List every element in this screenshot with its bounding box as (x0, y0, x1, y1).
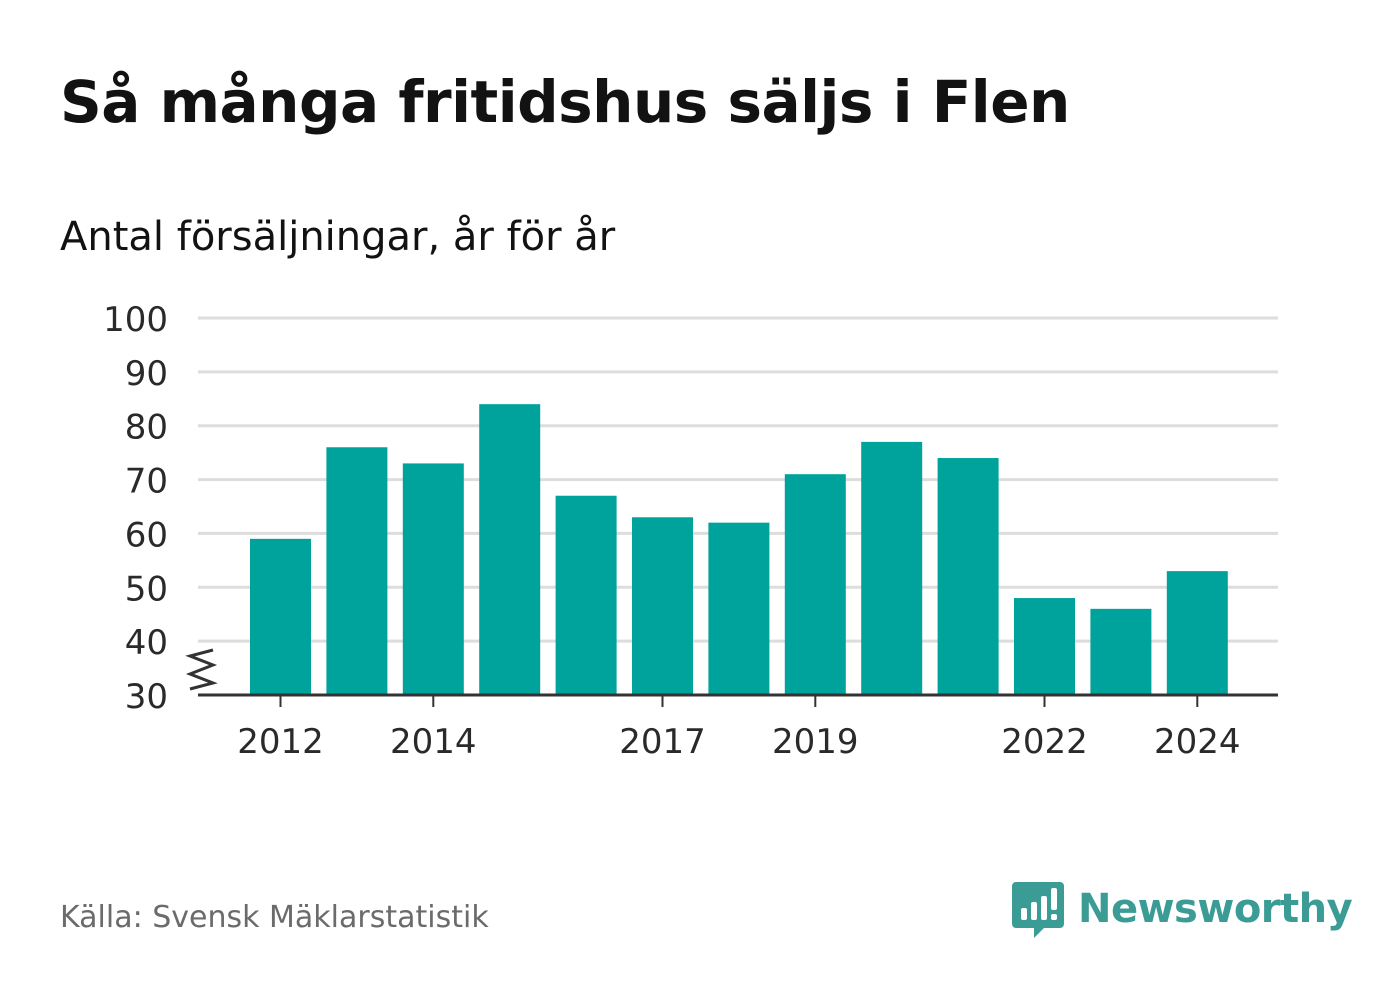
axis-break-icon (185, 648, 218, 691)
y-tick-label: 30 (125, 677, 168, 717)
speech-bubble-bar-chart-icon (1012, 882, 1064, 938)
bar (937, 458, 999, 695)
bar (784, 474, 846, 695)
bar (250, 538, 311, 695)
y-tick-label: 100 (103, 300, 168, 340)
y-tick-label: 90 (125, 354, 168, 394)
y-tick-label: 40 (125, 623, 168, 663)
bar (555, 495, 617, 695)
x-tick-label: 2022 (1001, 722, 1088, 762)
bar (479, 404, 541, 695)
x-tick-label: 2017 (619, 722, 706, 762)
y-tick-label: 50 (125, 569, 168, 609)
y-tick-label: 80 (125, 408, 168, 448)
bar (402, 463, 464, 695)
bar (632, 517, 693, 695)
chart-subtitle: Antal försäljningar, år för år (60, 214, 616, 260)
bar (326, 447, 388, 695)
bar (1090, 608, 1152, 695)
brand-name: Newsworthy (1078, 886, 1353, 932)
y-tick-label: 60 (125, 515, 168, 555)
x-tick-label: 2012 (237, 722, 324, 762)
y-tick-label: 70 (125, 462, 168, 502)
bar (1014, 598, 1075, 695)
brand-logo: Newsworthy (1010, 878, 1353, 940)
x-tick-label: 2014 (390, 722, 477, 762)
chart-title: Så många fritidshus säljs i Flen (60, 68, 1070, 136)
bar (861, 441, 923, 695)
x-tick-label: 2024 (1154, 722, 1241, 762)
bar (1166, 571, 1228, 695)
source-note: Källa: Svensk Mäklarstatistik (60, 900, 489, 935)
bar (708, 522, 770, 695)
bar-chart: 30 40 50 60 70 80 90 100 2012 2014 2017 2019 2022 202… (103, 300, 1278, 762)
x-tick-label: 2019 (772, 722, 859, 762)
